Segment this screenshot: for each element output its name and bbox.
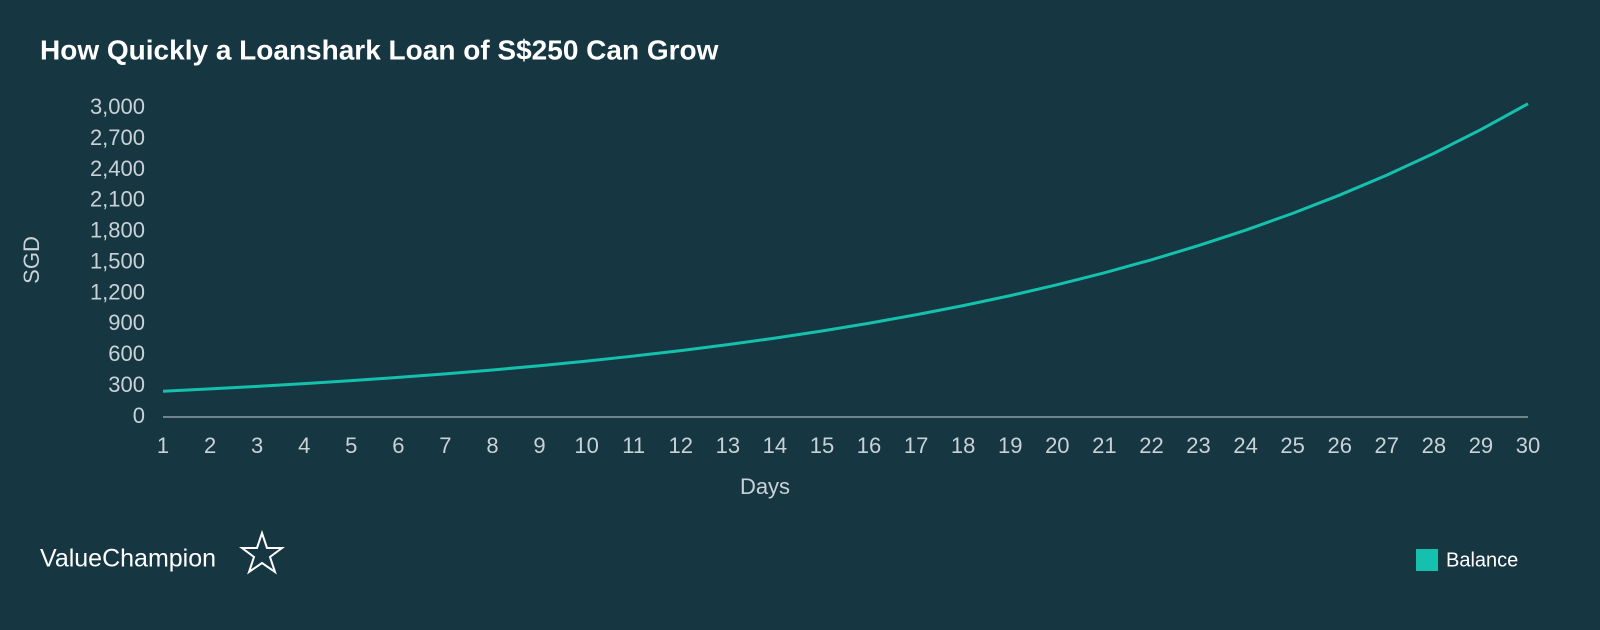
line-series xyxy=(162,102,1529,393)
x-tick-label: 8 xyxy=(486,433,498,458)
y-tick-label: 600 xyxy=(108,341,145,366)
x-tick-label: 9 xyxy=(533,433,545,458)
x-tick-label: 15 xyxy=(810,433,834,458)
x-tick-label: 10 xyxy=(574,433,598,458)
x-tick-label: 11 xyxy=(622,433,645,458)
y-tick-label: 2,400 xyxy=(90,156,145,181)
y-tick-label: 1,500 xyxy=(90,248,145,273)
x-tick-label: 13 xyxy=(716,433,740,458)
x-tick-label: 4 xyxy=(298,433,310,458)
y-tick-label: 1,800 xyxy=(90,218,145,243)
x-tick-label: 18 xyxy=(951,433,975,458)
x-tick-label: 26 xyxy=(1327,433,1351,458)
y-tick-label: 2,700 xyxy=(90,125,145,150)
y-tick-label: 300 xyxy=(108,372,145,397)
x-tick-label: 24 xyxy=(1233,433,1257,458)
y-tick-label: 1,200 xyxy=(90,279,145,304)
legend-label: Balance xyxy=(1446,549,1518,571)
x-tick-label: 2 xyxy=(204,433,216,458)
y-tick-label: 0 xyxy=(133,403,145,428)
brand: ValueChampion xyxy=(40,545,216,573)
x-tick-label: 23 xyxy=(1186,433,1210,458)
x-tick-label: 28 xyxy=(1422,433,1446,458)
x-tick-label: 7 xyxy=(439,433,451,458)
x-tick-label: 3 xyxy=(251,433,263,458)
x-axis-label: Days xyxy=(740,474,790,499)
y-tick-label: 2,100 xyxy=(90,187,145,212)
y-axis-label: SGD xyxy=(19,236,44,284)
x-tick-label: 19 xyxy=(998,433,1022,458)
x-tick-label: 29 xyxy=(1469,433,1493,458)
x-tick-label: 21 xyxy=(1092,433,1116,458)
x-tick-label: 22 xyxy=(1139,433,1163,458)
x-tick-label: 1 xyxy=(157,433,169,458)
x-tick-label: 20 xyxy=(1045,433,1069,458)
x-tick-label: 12 xyxy=(669,433,693,458)
x-tick-label: 30 xyxy=(1516,433,1540,458)
x-tick-label: 6 xyxy=(392,433,404,458)
x-tick-label: 17 xyxy=(904,433,928,458)
brand-star xyxy=(239,529,285,575)
x-tick-label: 16 xyxy=(857,433,881,458)
x-tick-label: 27 xyxy=(1375,433,1399,458)
legend-swatch xyxy=(1416,549,1438,571)
x-tick-label: 25 xyxy=(1280,433,1304,458)
y-tick-label: 900 xyxy=(108,310,145,335)
y-tick-label: 3,000 xyxy=(90,94,145,119)
x-tick-label: 14 xyxy=(763,433,787,458)
chart-title: How Quickly a Loanshark Loan of S$250 Ca… xyxy=(40,34,719,65)
x-tick-label: 5 xyxy=(345,433,357,458)
